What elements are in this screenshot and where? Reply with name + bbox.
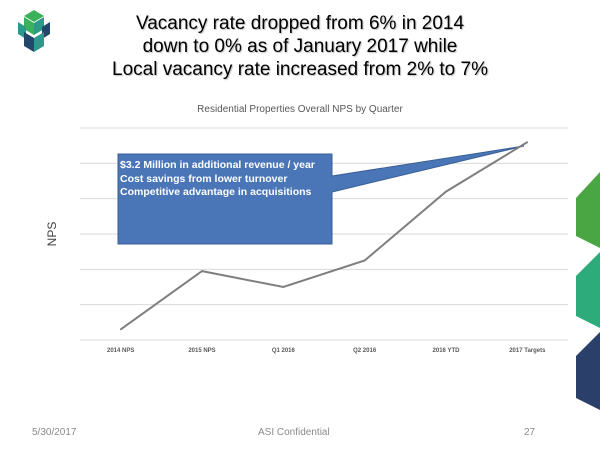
callout-line: Cost savings from lower turnover	[120, 172, 288, 185]
headline-line: Vacancy rate dropped from 6% in 2014	[135, 13, 465, 34]
x-tick-label: 2015 NPS	[188, 348, 215, 354]
x-tick-label: 2017 Targets	[509, 348, 546, 354]
data-point	[363, 259, 366, 262]
callout-text: $3.2 Million in additional revenue / yea…	[120, 159, 330, 200]
y-axis-label: NPS	[45, 222, 59, 247]
data-point	[282, 286, 285, 288]
x-tick-label: 2016 YTD	[433, 348, 461, 354]
headline-line: Local vacancy rate increased from 2% to …	[112, 59, 488, 80]
data-point	[526, 141, 529, 143]
x-tick-label: Q2 2016	[353, 348, 377, 354]
data-point	[445, 190, 447, 193]
data-point	[201, 270, 203, 272]
callout-line: Competitive advantage in acquisitions	[120, 186, 312, 198]
callout-line: $3.2 Million in additional revenue / yea…	[120, 159, 315, 171]
callout-box	[117, 145, 525, 245]
data-point	[119, 328, 122, 331]
headline-line: down to 0% as of January 2017 while	[142, 36, 458, 57]
company-logo	[18, 10, 50, 52]
footer-confidential: ASI Confidential	[258, 427, 330, 438]
page-number: 27	[524, 427, 536, 438]
series-line	[120, 141, 528, 331]
footer-date: 5/30/2017	[32, 427, 77, 438]
slide-headline: Vacancy rate dropped from 6% in 2014 dow…	[60, 12, 540, 81]
side-chevrons-decoration	[576, 172, 600, 410]
x-tick-label: Q1 2016	[272, 348, 296, 354]
chart-title: Residential Properties Overall NPS by Qu…	[197, 104, 403, 115]
x-tick-label: 2014 NPS	[107, 348, 134, 354]
